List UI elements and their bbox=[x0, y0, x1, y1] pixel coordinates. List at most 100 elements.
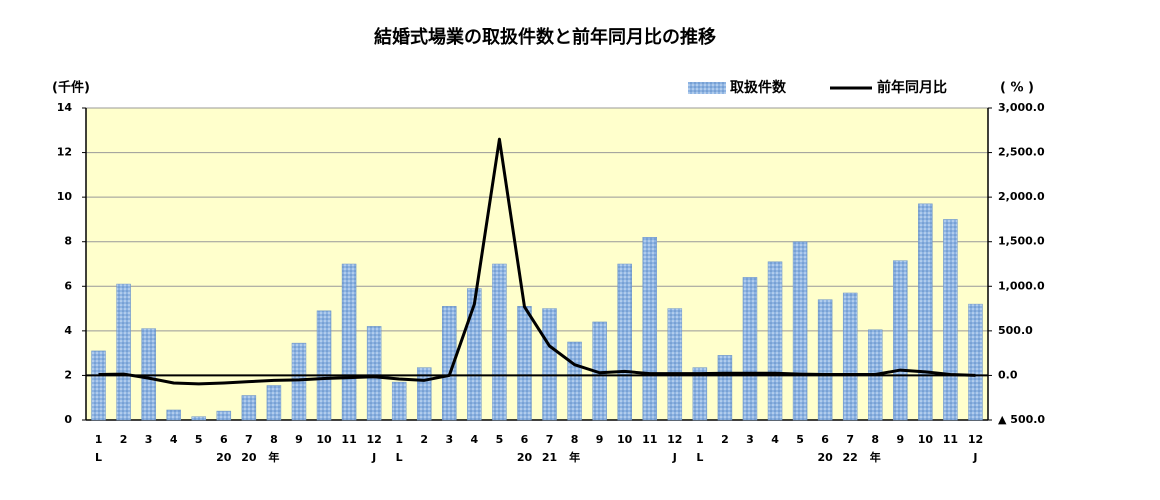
bar bbox=[842, 292, 858, 421]
y-tick-label: 10 bbox=[57, 190, 73, 203]
bar bbox=[291, 342, 307, 421]
y2-tick-label: 0.0 bbox=[998, 368, 1018, 381]
bar bbox=[893, 260, 908, 421]
x-tick-label: 11 bbox=[642, 433, 657, 446]
y-tick-label: 12 bbox=[57, 146, 72, 159]
line bbox=[98, 137, 976, 386]
bar bbox=[467, 288, 482, 421]
bar bbox=[567, 341, 582, 421]
x-sublabel: 20 bbox=[817, 451, 833, 464]
x-tick-label: 2 bbox=[120, 433, 128, 446]
x-tick-label: 3 bbox=[746, 433, 754, 446]
y2-tick-label: 2,500.0 bbox=[998, 146, 1045, 159]
bar bbox=[943, 219, 958, 421]
bar bbox=[968, 303, 983, 421]
y2-tick-label: 500.0 bbox=[998, 324, 1033, 337]
y2-tick-label: 1,500.0 bbox=[998, 235, 1045, 248]
x-tick-label: 7 bbox=[546, 433, 554, 446]
y2-tick-label: 2,000.0 bbox=[998, 190, 1045, 203]
bar bbox=[366, 326, 382, 421]
bar bbox=[767, 261, 783, 421]
y-tick-label: 4 bbox=[64, 324, 72, 337]
bar bbox=[191, 416, 206, 421]
y-tick-label: 2 bbox=[64, 368, 72, 381]
x-tick-label: 11 bbox=[341, 433, 356, 446]
y-tick-label: 14 bbox=[57, 101, 73, 114]
x-sublabel: 22 bbox=[843, 451, 858, 464]
legend-label: 前年同月比 bbox=[877, 79, 947, 96]
bar bbox=[717, 355, 733, 421]
bar bbox=[617, 263, 632, 421]
x-tick-label: 5 bbox=[195, 433, 203, 446]
y-axis-label: (千件) bbox=[52, 80, 90, 96]
x-tick-label: 9 bbox=[896, 433, 904, 446]
bar bbox=[166, 409, 181, 421]
y-tick-label: 0 bbox=[64, 413, 72, 426]
x-tick-label: 9 bbox=[295, 433, 303, 446]
bar bbox=[266, 385, 282, 421]
x-sublabel: L bbox=[696, 451, 703, 464]
x-tick-label: 6 bbox=[521, 433, 529, 446]
bar bbox=[542, 308, 557, 421]
x-sublabel: L bbox=[396, 451, 403, 464]
x-tick-label: 11 bbox=[943, 433, 958, 446]
bar bbox=[316, 310, 332, 421]
x-tick-label: 6 bbox=[220, 433, 228, 446]
x-tick-label: 10 bbox=[316, 433, 332, 446]
x-tick-label: 9 bbox=[596, 433, 604, 446]
y2-axis-label: ( % ) bbox=[1000, 81, 1034, 96]
x-tick-label: 3 bbox=[145, 433, 153, 446]
x-tick-label: 12 bbox=[366, 433, 381, 446]
x-tick-label: 6 bbox=[821, 433, 829, 446]
x-tick-label: 10 bbox=[918, 433, 934, 446]
x-sublabel: 年 bbox=[268, 450, 279, 464]
x-tick-label: 2 bbox=[420, 433, 428, 446]
bar bbox=[918, 203, 933, 421]
y2-tick-label: ▲ 500.0 bbox=[998, 413, 1045, 426]
x-tick-label: 5 bbox=[496, 433, 504, 446]
x-sublabel: 20 bbox=[241, 451, 257, 464]
bar bbox=[817, 299, 833, 421]
x-tick-label: 7 bbox=[245, 433, 253, 446]
x-tick-label: 3 bbox=[445, 433, 453, 446]
x-tick-label: 10 bbox=[617, 433, 633, 446]
x-sublabel: J bbox=[371, 451, 376, 464]
y2-tick-label: 3,000.0 bbox=[998, 101, 1045, 114]
y2-tick-label: 1,000.0 bbox=[998, 279, 1045, 292]
x-sublabel: 20 bbox=[216, 451, 232, 464]
y-tick-label: 6 bbox=[64, 279, 72, 292]
x-tick-label: 12 bbox=[667, 433, 682, 446]
x-tick-label: 7 bbox=[846, 433, 854, 446]
x-sublabel: L bbox=[95, 451, 102, 464]
x-tick-label: 8 bbox=[871, 433, 879, 446]
x-tick-label: 8 bbox=[571, 433, 579, 446]
x-tick-label: 8 bbox=[270, 433, 278, 446]
x-sublabel: J bbox=[672, 451, 677, 464]
x-tick-label: 1 bbox=[95, 433, 103, 446]
x-sublabel: 年 bbox=[569, 450, 580, 464]
bar bbox=[341, 263, 357, 421]
x-tick-label: 12 bbox=[968, 433, 983, 446]
bar bbox=[141, 328, 156, 421]
x-tick-label: 5 bbox=[796, 433, 804, 446]
x-sublabel: 年 bbox=[870, 450, 881, 464]
legend-swatch bbox=[688, 82, 726, 94]
bar bbox=[116, 283, 131, 421]
bar bbox=[517, 306, 532, 421]
x-tick-label: 1 bbox=[696, 433, 704, 446]
legend-label: 取扱件数 bbox=[730, 79, 787, 96]
chart-title: 結婚式場業の取扱件数と前年同月比の推移 bbox=[374, 26, 716, 48]
x-tick-label: 4 bbox=[471, 433, 479, 446]
x-sublabel: J bbox=[972, 451, 977, 464]
bar bbox=[241, 395, 257, 421]
bar bbox=[742, 277, 758, 421]
bar bbox=[692, 367, 708, 421]
x-sublabel: 20 bbox=[517, 451, 533, 464]
bar bbox=[642, 237, 657, 421]
x-tick-label: 1 bbox=[395, 433, 403, 446]
bar bbox=[792, 241, 808, 421]
bar bbox=[216, 410, 232, 421]
x-tick-label: 4 bbox=[170, 433, 178, 446]
bar bbox=[442, 306, 457, 421]
